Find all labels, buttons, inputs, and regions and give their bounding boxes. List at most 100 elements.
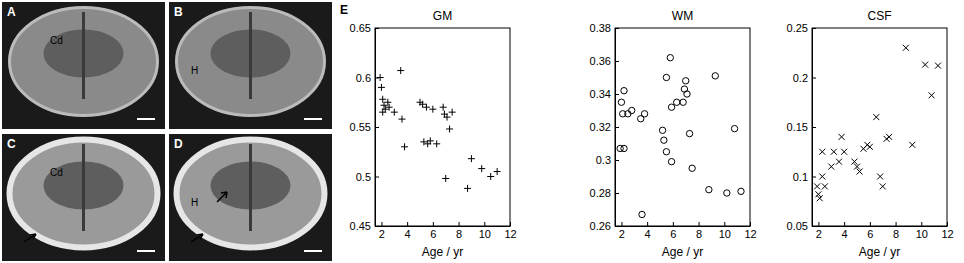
tick-mark bbox=[673, 222, 674, 226]
point bbox=[429, 106, 436, 113]
tick-label: 8 bbox=[893, 228, 899, 240]
tick-mark bbox=[647, 222, 648, 226]
tick-label: 0.6 bbox=[356, 72, 371, 84]
tick-mark bbox=[615, 127, 619, 128]
tick: 0.25 bbox=[787, 22, 816, 34]
tick-label: 0.26 bbox=[590, 220, 611, 232]
tick-mark bbox=[844, 222, 845, 226]
point bbox=[401, 143, 408, 150]
point bbox=[446, 125, 453, 132]
tick: 10 bbox=[916, 222, 928, 240]
scatter-plot: 246810120.450.50.550.60.65GMAge / yr bbox=[350, 9, 517, 259]
point bbox=[822, 183, 828, 189]
point bbox=[384, 99, 391, 106]
y-axis: 0.45 0.5 0.55 0.6 0.65 bbox=[350, 22, 379, 232]
point bbox=[903, 45, 909, 51]
tick-label: 0.2 bbox=[793, 72, 808, 84]
point bbox=[867, 144, 873, 150]
point bbox=[674, 99, 680, 105]
x-axis: 24681012 bbox=[376, 222, 517, 240]
tick: 0.3 bbox=[596, 154, 619, 166]
tick-mark bbox=[615, 61, 619, 62]
point bbox=[738, 188, 744, 194]
tick-label: 10 bbox=[916, 228, 928, 240]
point bbox=[423, 104, 430, 111]
tick: 0.65 bbox=[350, 22, 379, 34]
point bbox=[828, 164, 834, 170]
tick-mark bbox=[870, 222, 871, 226]
point bbox=[841, 149, 847, 155]
tick-label: 4 bbox=[842, 228, 848, 240]
point bbox=[478, 165, 485, 172]
tick-mark bbox=[615, 28, 619, 29]
x-axis: 24681012 bbox=[616, 222, 757, 240]
tick-label: 0.38 bbox=[590, 22, 611, 34]
point bbox=[873, 114, 879, 120]
tick-mark bbox=[812, 28, 816, 29]
tick-label: 12 bbox=[941, 228, 953, 240]
point bbox=[814, 183, 820, 189]
point bbox=[683, 78, 689, 84]
tick: 8 bbox=[696, 222, 702, 240]
point bbox=[659, 127, 665, 133]
tick-label: 6 bbox=[430, 228, 436, 240]
tick-mark bbox=[818, 222, 819, 226]
point bbox=[386, 104, 393, 111]
tick-mark bbox=[921, 222, 922, 226]
image-annotation: H bbox=[191, 197, 198, 208]
tick: 0.45 bbox=[350, 220, 379, 232]
tick-label: 0.34 bbox=[590, 88, 611, 100]
tick: 0.32 bbox=[590, 121, 619, 133]
tick: 0.55 bbox=[350, 121, 379, 133]
brain-outline bbox=[177, 8, 325, 116]
tick-label: 10 bbox=[479, 228, 491, 240]
image-panel: BH bbox=[169, 2, 332, 129]
brain-outline bbox=[10, 8, 158, 116]
tick-label: 0.05 bbox=[787, 220, 808, 232]
point bbox=[836, 159, 842, 165]
tick: 0.28 bbox=[590, 187, 619, 199]
point bbox=[667, 55, 673, 61]
plot-frame bbox=[615, 28, 750, 226]
tick: 2 bbox=[619, 222, 625, 240]
image-panel: CCd bbox=[2, 134, 165, 261]
point bbox=[684, 91, 690, 97]
tick-mark bbox=[510, 222, 511, 226]
point bbox=[621, 145, 627, 151]
tick-mark bbox=[812, 127, 816, 128]
image-background bbox=[2, 134, 165, 261]
tick: 10 bbox=[479, 222, 491, 240]
y-axis: 0.26 0.28 0.3 0.32 0.34 0.36 0.38 bbox=[590, 22, 619, 232]
tick: 0.36 bbox=[590, 55, 619, 67]
point bbox=[668, 104, 674, 110]
tick-label: 4 bbox=[405, 228, 411, 240]
points bbox=[814, 45, 941, 201]
tick-label: 0.45 bbox=[350, 220, 371, 232]
tick-label: 0.28 bbox=[590, 187, 611, 199]
point bbox=[444, 114, 451, 121]
image-background bbox=[169, 2, 332, 129]
point bbox=[419, 101, 426, 108]
arrow bbox=[24, 234, 36, 242]
x-axis-label: Age / yr bbox=[422, 245, 463, 259]
brain-outline bbox=[177, 140, 325, 248]
tick-label: 6 bbox=[670, 228, 676, 240]
point bbox=[706, 187, 712, 193]
tick-mark bbox=[407, 222, 408, 226]
tick-label: 0.5 bbox=[356, 171, 371, 183]
tick-label: 12 bbox=[744, 228, 756, 240]
point bbox=[935, 63, 941, 69]
point bbox=[397, 67, 404, 74]
point bbox=[399, 116, 406, 123]
point bbox=[379, 109, 386, 116]
point bbox=[922, 62, 928, 68]
tick-label: 0.65 bbox=[350, 22, 371, 34]
tick: 4 bbox=[405, 222, 411, 240]
tick: 2 bbox=[379, 222, 385, 240]
point bbox=[449, 109, 456, 116]
point bbox=[839, 134, 845, 140]
tick-label: 12 bbox=[504, 228, 516, 240]
point bbox=[661, 137, 667, 143]
scale-bar bbox=[304, 118, 322, 120]
point bbox=[379, 96, 386, 103]
